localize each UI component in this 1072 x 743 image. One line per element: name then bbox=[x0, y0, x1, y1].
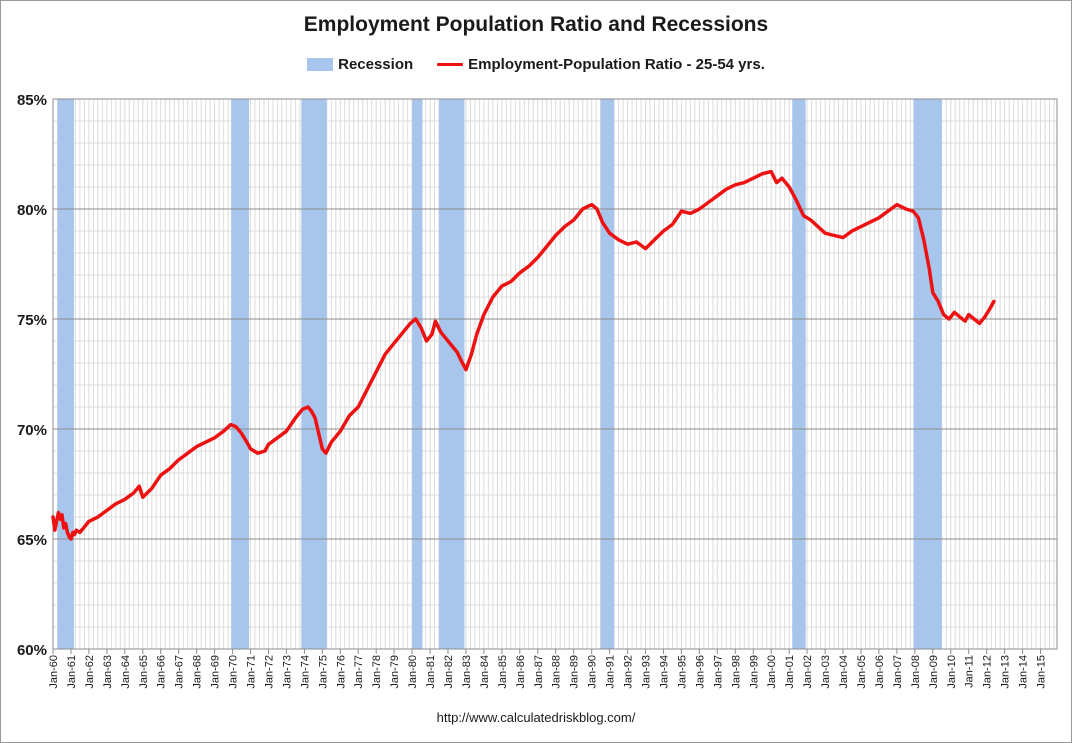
x-tick-label: Jan-93 bbox=[641, 655, 653, 689]
x-tick-label: Jan-09 bbox=[928, 655, 940, 689]
x-tick-label: Jan-94 bbox=[659, 655, 671, 689]
x-tick-label: Jan-68 bbox=[192, 655, 204, 689]
y-tick-label: 65% bbox=[17, 532, 47, 549]
x-tick-label: Jan-12 bbox=[982, 655, 994, 689]
x-tick-label: Jan-61 bbox=[66, 655, 78, 689]
legend-label-ratio: Employment-Population Ratio - 25-54 yrs. bbox=[468, 56, 765, 73]
x-tick-label: Jan-63 bbox=[102, 655, 114, 689]
x-tick-label: Jan-96 bbox=[694, 655, 706, 689]
y-tick-label: 60% bbox=[17, 642, 47, 659]
x-tick-label: Jan-15 bbox=[1036, 655, 1048, 689]
recession-band-1 bbox=[57, 99, 74, 649]
x-tick-label: Jan-86 bbox=[515, 655, 527, 689]
x-tick-label: Jan-67 bbox=[174, 655, 186, 689]
series-line-employment-ratio bbox=[51, 169, 996, 541]
x-tick-label: Jan-98 bbox=[730, 655, 742, 689]
x-tick-label: Jan-10 bbox=[946, 655, 958, 689]
x-tick-label: Jan-11 bbox=[964, 655, 976, 688]
recession-band-6 bbox=[600, 99, 615, 649]
x-tick-label: Jan-65 bbox=[138, 655, 150, 689]
x-tick-label: Jan-84 bbox=[479, 655, 491, 689]
x-tick-label: Jan-90 bbox=[587, 655, 599, 689]
x-tick-label: Jan-83 bbox=[461, 655, 473, 689]
legend-item-ratio: Employment-Population Ratio - 25-54 yrs. bbox=[437, 56, 765, 73]
legend-item-recession: Recession bbox=[307, 56, 413, 73]
x-tick-label: Jan-69 bbox=[210, 655, 222, 689]
x-tick-label: Jan-99 bbox=[748, 655, 760, 689]
plot-border bbox=[52, 98, 1058, 650]
plot-background bbox=[53, 99, 1057, 649]
x-tick-label: Jan-88 bbox=[551, 655, 563, 689]
x-tick-label: Jan-82 bbox=[443, 655, 455, 689]
x-tick-label: Jan-66 bbox=[156, 655, 168, 689]
x-tick-label: Jan-95 bbox=[676, 655, 688, 689]
x-tick-label: Jan-14 bbox=[1018, 655, 1030, 689]
x-tick-label: Jan-04 bbox=[838, 655, 850, 689]
x-tick-label: Jan-07 bbox=[892, 655, 904, 689]
chart-title: Employment Population Ratio and Recessio… bbox=[303, 13, 769, 36]
x-tick-label: Jan-78 bbox=[371, 655, 383, 689]
x-tick-label: Jan-05 bbox=[856, 655, 868, 689]
x-tick-label: Jan-06 bbox=[874, 655, 886, 689]
legend: Recession Employment-Population Ratio - … bbox=[1, 56, 1071, 73]
x-tick-label: Jan-70 bbox=[228, 655, 240, 689]
legend-swatch-recession bbox=[307, 58, 334, 71]
x-tick-label: Jan-91 bbox=[605, 655, 617, 689]
x-tick-label: Jan-75 bbox=[317, 655, 329, 689]
y-tick-label: 75% bbox=[17, 312, 47, 329]
x-tick-label: Jan-85 bbox=[497, 655, 509, 689]
recession-band-7 bbox=[792, 99, 806, 649]
x-tick-label: Jan-13 bbox=[1000, 655, 1012, 689]
recession-band-3 bbox=[301, 99, 327, 649]
x-tick-label: Jan-03 bbox=[820, 655, 832, 689]
recession-band-8 bbox=[913, 99, 942, 649]
x-tick-label: Jan-79 bbox=[389, 655, 401, 689]
y-tick-label: 70% bbox=[17, 422, 47, 439]
recession-band-2 bbox=[231, 99, 250, 649]
x-tick-label: Jan-92 bbox=[623, 655, 635, 689]
source-url: http://www.calculatedriskblog.com/ bbox=[436, 710, 636, 725]
x-tick-label: Jan-01 bbox=[784, 655, 796, 689]
legend-swatch-ratio bbox=[437, 63, 464, 66]
x-tick-label: Jan-97 bbox=[712, 655, 724, 689]
x-tick-label: Jan-76 bbox=[335, 655, 347, 689]
x-tick-label: Jan-64 bbox=[120, 655, 132, 689]
x-tick-label: Jan-80 bbox=[407, 655, 419, 689]
x-tick-label: Jan-62 bbox=[84, 655, 96, 689]
x-tick-label: Jan-02 bbox=[802, 655, 814, 689]
x-tick-label: Jan-73 bbox=[281, 655, 293, 689]
x-tick-label: Jan-89 bbox=[569, 655, 581, 689]
x-tick-label: Jan-08 bbox=[910, 655, 922, 689]
x-tick-label: Jan-00 bbox=[766, 655, 778, 689]
recession-band-5 bbox=[439, 99, 465, 649]
y-tick-label: 80% bbox=[17, 202, 47, 219]
x-tick-label: Jan-60 bbox=[48, 655, 60, 689]
legend-label-recession: Recession bbox=[338, 56, 414, 73]
x-tick-label: Jan-87 bbox=[533, 655, 545, 689]
x-tick-label: Jan-72 bbox=[264, 655, 276, 689]
x-tick-label: Jan-81 bbox=[425, 655, 437, 689]
x-tick-label: Jan-77 bbox=[353, 655, 365, 689]
recession-band-4 bbox=[412, 99, 423, 649]
x-tick-label: Jan-74 bbox=[299, 655, 311, 689]
x-tick-label: Jan-71 bbox=[246, 655, 258, 689]
y-tick-label: 85% bbox=[17, 92, 47, 109]
